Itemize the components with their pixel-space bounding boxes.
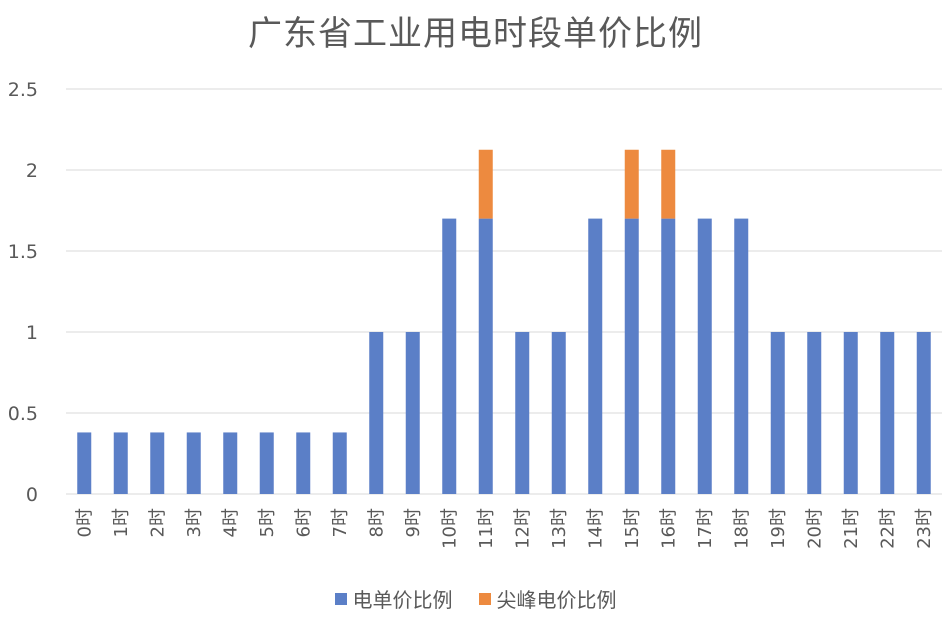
y-tick-label: 0.5 [8, 403, 38, 425]
bar-base [880, 332, 895, 494]
bar-base [332, 432, 347, 494]
x-tick-label: 1时 [111, 508, 132, 537]
bar-peak [661, 149, 676, 219]
bar-base [113, 432, 128, 494]
bar-base [916, 332, 931, 494]
bar-base [807, 332, 822, 494]
y-tick-label: 2 [26, 160, 38, 182]
x-tick-label: 19时 [768, 508, 789, 549]
x-tick-label: 20时 [804, 508, 825, 549]
x-tick-label: 6时 [293, 508, 314, 537]
bar-base [624, 218, 639, 494]
bar-peak [624, 149, 639, 219]
x-tick-label: 15时 [622, 508, 643, 549]
x-tick-label: 11时 [476, 508, 497, 549]
bar-base [405, 332, 420, 494]
legend-label-series-1: 尖峰电价比例 [496, 588, 617, 612]
x-tick-label: 22时 [877, 508, 898, 549]
x-tick-label: 9时 [403, 508, 424, 537]
x-tick-label: 12时 [512, 508, 533, 549]
bar-base [369, 332, 384, 494]
x-tick-label: 10时 [439, 508, 460, 549]
bar-base [442, 218, 457, 494]
x-tick-label: 23时 [914, 508, 935, 549]
y-tick-label: 0 [26, 484, 38, 506]
x-tick-label: 13时 [549, 508, 570, 549]
bar-base [734, 218, 749, 494]
x-tick-label: 14时 [585, 508, 606, 549]
bar-base [770, 332, 785, 494]
x-tick-label: 4时 [220, 508, 241, 537]
x-tick-label: 18时 [731, 508, 752, 549]
bar-base [661, 218, 676, 494]
x-tick-label: 8时 [366, 508, 387, 537]
legend-swatch-series-0 [334, 592, 347, 605]
chart-legend: 电单价比例 尖峰电价比例 [0, 584, 951, 613]
bar-base [259, 432, 274, 494]
bar-base [551, 332, 566, 494]
bar-base [150, 432, 165, 494]
y-tick-label: 1.5 [8, 241, 38, 263]
bar-base [186, 432, 201, 494]
x-tick-label: 7时 [330, 508, 351, 537]
bar-base [77, 432, 92, 494]
chart-title: 广东省工业用电时段单价比例 [248, 14, 703, 54]
x-tick-label: 21时 [841, 508, 862, 549]
y-tick-label: 2.5 [8, 79, 38, 101]
x-tick-label: 5时 [257, 508, 278, 537]
bar-base [697, 218, 712, 494]
legend-item-series-0: 电单价比例 [334, 584, 453, 613]
legend-item-series-1: 尖峰电价比例 [478, 584, 617, 613]
bar-base [223, 432, 238, 494]
x-tick-label: 17时 [695, 508, 716, 549]
x-tick-label: 0时 [74, 508, 95, 537]
bar-base [296, 432, 311, 494]
x-tick-label: 2时 [147, 508, 168, 537]
bar-base [843, 332, 858, 494]
y-tick-label: 1 [26, 322, 38, 344]
bar-base [515, 332, 530, 494]
legend-label-series-0: 电单价比例 [352, 588, 453, 612]
bar-peak [478, 149, 493, 219]
legend-swatch-series-1 [478, 592, 491, 605]
x-tick-label: 3时 [184, 508, 205, 537]
bar-base [478, 218, 493, 494]
bar-base [588, 218, 603, 494]
x-tick-label: 16时 [658, 508, 679, 549]
